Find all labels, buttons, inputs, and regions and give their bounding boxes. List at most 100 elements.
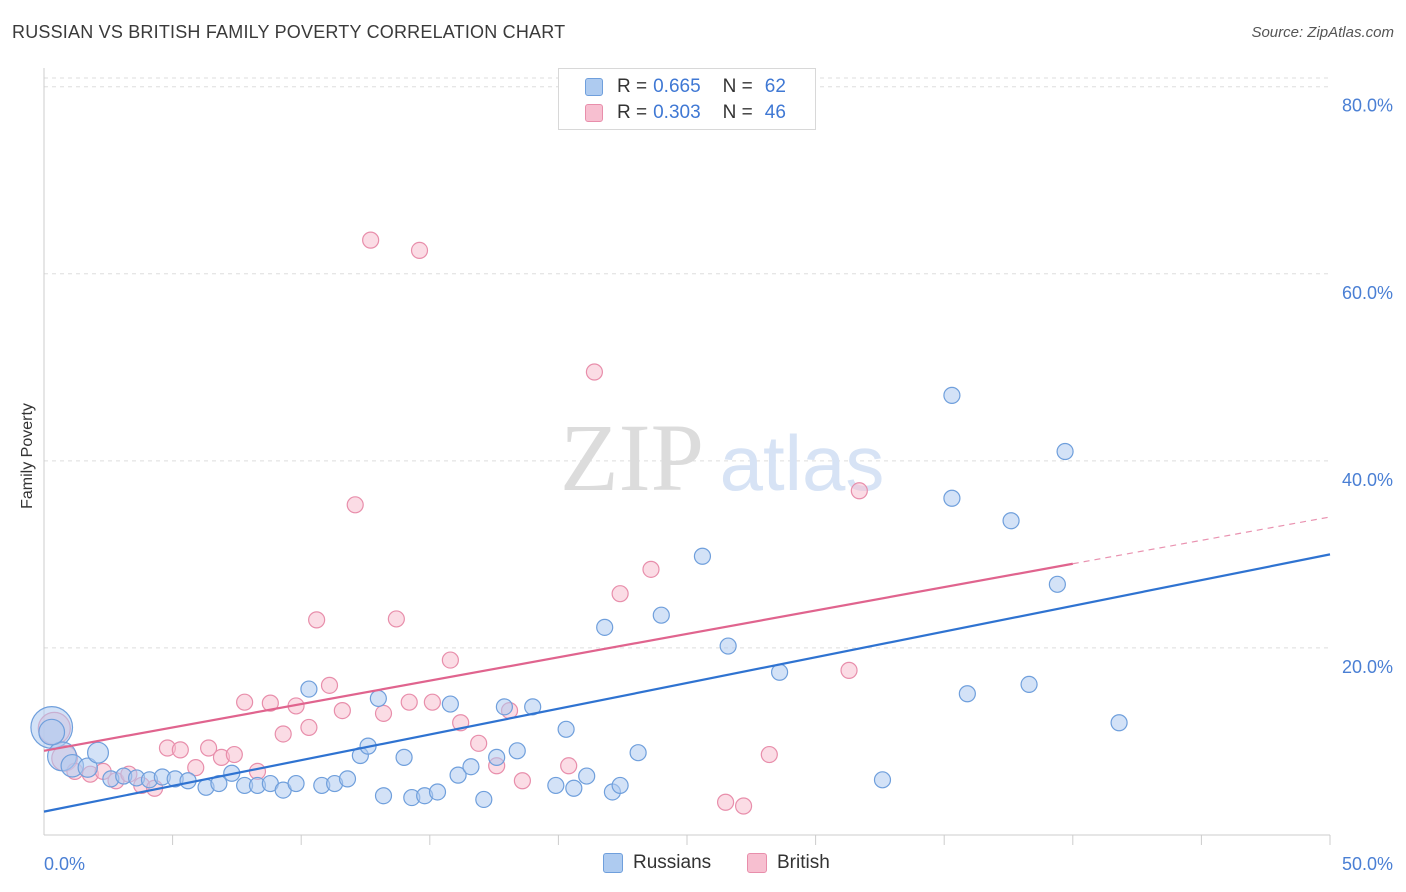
russian-point-56 (1002, 512, 1020, 530)
russian-point-48 (652, 606, 670, 624)
british-legend-label: British (777, 852, 830, 873)
russian-point-20 (300, 680, 318, 698)
british-point-30 (423, 693, 441, 711)
british-n-label: N = (722, 102, 753, 123)
russians-trendline (43, 553, 1331, 813)
british-point-41 (716, 793, 735, 811)
correlation-legend: R = 0.665 N = 62 R = 0.303 N = 46 (558, 68, 816, 130)
y-tick-label-1: 40.0% (1342, 470, 1393, 490)
legend-item-russians[interactable]: Russians (603, 852, 711, 874)
british-point-23 (333, 701, 351, 720)
russian-point-19 (287, 774, 305, 793)
russians-n-value: 62 (764, 76, 786, 97)
russian-point-41 (557, 720, 575, 738)
russian-point-31 (428, 783, 447, 801)
russian-point-60 (1110, 714, 1128, 732)
british-point-12 (200, 739, 218, 757)
british-legend-swatch (747, 853, 767, 873)
british-point-22 (320, 676, 339, 694)
russian-point-43 (578, 767, 596, 785)
russians-legend-label: Russians (633, 852, 712, 873)
british-point-21 (308, 611, 326, 629)
russians-r-value: 0.665 (653, 76, 701, 97)
british-point-39 (611, 585, 629, 603)
british-point-18 (274, 725, 292, 743)
russian-point-23 (338, 770, 357, 788)
british-point-14 (225, 745, 243, 764)
russians-swatch (585, 78, 603, 96)
series-legend: Russians British (0, 852, 1406, 876)
russian-point-57 (1020, 675, 1038, 694)
russians-legend-swatch (603, 853, 623, 873)
british-point-29 (410, 241, 429, 259)
british-point-36 (513, 772, 531, 790)
russian-point-49 (693, 547, 712, 565)
british-point-20 (300, 718, 318, 737)
british-point-37 (560, 757, 578, 775)
british-point-10 (171, 741, 189, 759)
british-point-28 (400, 693, 418, 711)
british-r-value: 0.303 (653, 102, 701, 123)
british-point-15 (236, 693, 254, 711)
watermark-zip: ZIP (560, 404, 704, 511)
russian-point-50 (719, 637, 737, 655)
russian-point-53 (943, 386, 961, 404)
russian-point-47 (629, 744, 647, 762)
british-trendline-extension (1072, 516, 1331, 565)
russian-point-58 (1048, 575, 1066, 593)
russian-point-32 (441, 695, 459, 713)
british-point-44 (840, 661, 858, 679)
british-point-31 (441, 651, 459, 669)
russian-point-33 (449, 766, 467, 784)
british-n-value: 46 (764, 102, 786, 123)
british-point-45 (850, 482, 868, 500)
russians-n-label: N = (722, 76, 753, 97)
british-point-40 (642, 560, 660, 578)
russian-point-55 (958, 685, 976, 703)
british-r-label: R = (617, 102, 648, 123)
russian-point-28 (395, 748, 413, 766)
x-tick-label-right: 50.0% (1342, 854, 1393, 874)
russian-point-4 (87, 741, 110, 764)
tick-labels: 20.0% 40.0% 60.0% 80.0% 0.0% 50.0% (44, 96, 1393, 874)
british-point-38 (585, 363, 604, 381)
legend-row-british: R = 0.303 N = 46 (585, 101, 786, 125)
british-swatch (585, 104, 603, 122)
russians-r-label: R = (617, 76, 648, 97)
russian-point-3 (77, 757, 98, 778)
british-point-27 (387, 610, 405, 628)
legend-item-british[interactable]: British (747, 852, 830, 874)
british-point-26 (374, 704, 393, 723)
british-point-17 (261, 694, 279, 712)
russian-point-44 (596, 618, 614, 636)
chart-title: RUSSIAN VS BRITISH FAMILY POVERTY CORREL… (12, 22, 566, 42)
russian-point-38 (508, 742, 526, 760)
y-tick-label-3: 80.0% (1342, 96, 1393, 116)
legend-row-russians: R = 0.665 N = 62 (585, 75, 786, 99)
x-tick-label-left: 0.0% (44, 854, 85, 874)
russian-point-52 (873, 771, 892, 789)
source-label: Source: ZipAtlas.com (1251, 24, 1394, 41)
y-tick-label-0: 20.0% (1342, 657, 1393, 677)
british-point-42 (734, 797, 753, 815)
russian-point-35 (475, 790, 493, 809)
russian-point-46 (611, 776, 629, 795)
axes (43, 68, 1330, 836)
y-tick-label-2: 60.0% (1342, 283, 1393, 303)
british-point-25 (362, 231, 380, 249)
british-point-24 (346, 496, 364, 514)
russian-point-59 (1056, 442, 1074, 461)
russian-point-42 (565, 779, 583, 797)
russian-point-34 (462, 758, 480, 776)
russian-point-26 (369, 689, 387, 708)
russian-point-54 (943, 489, 961, 507)
watermark: ZIP atlas (560, 404, 884, 511)
british-point-43 (760, 745, 778, 764)
russian-point-36 (488, 748, 506, 766)
trendlines (43, 516, 1331, 813)
british-points (37, 231, 868, 815)
russian-point-61 (38, 718, 66, 746)
british-trendline (43, 562, 1073, 752)
russian-point-27 (374, 787, 393, 805)
